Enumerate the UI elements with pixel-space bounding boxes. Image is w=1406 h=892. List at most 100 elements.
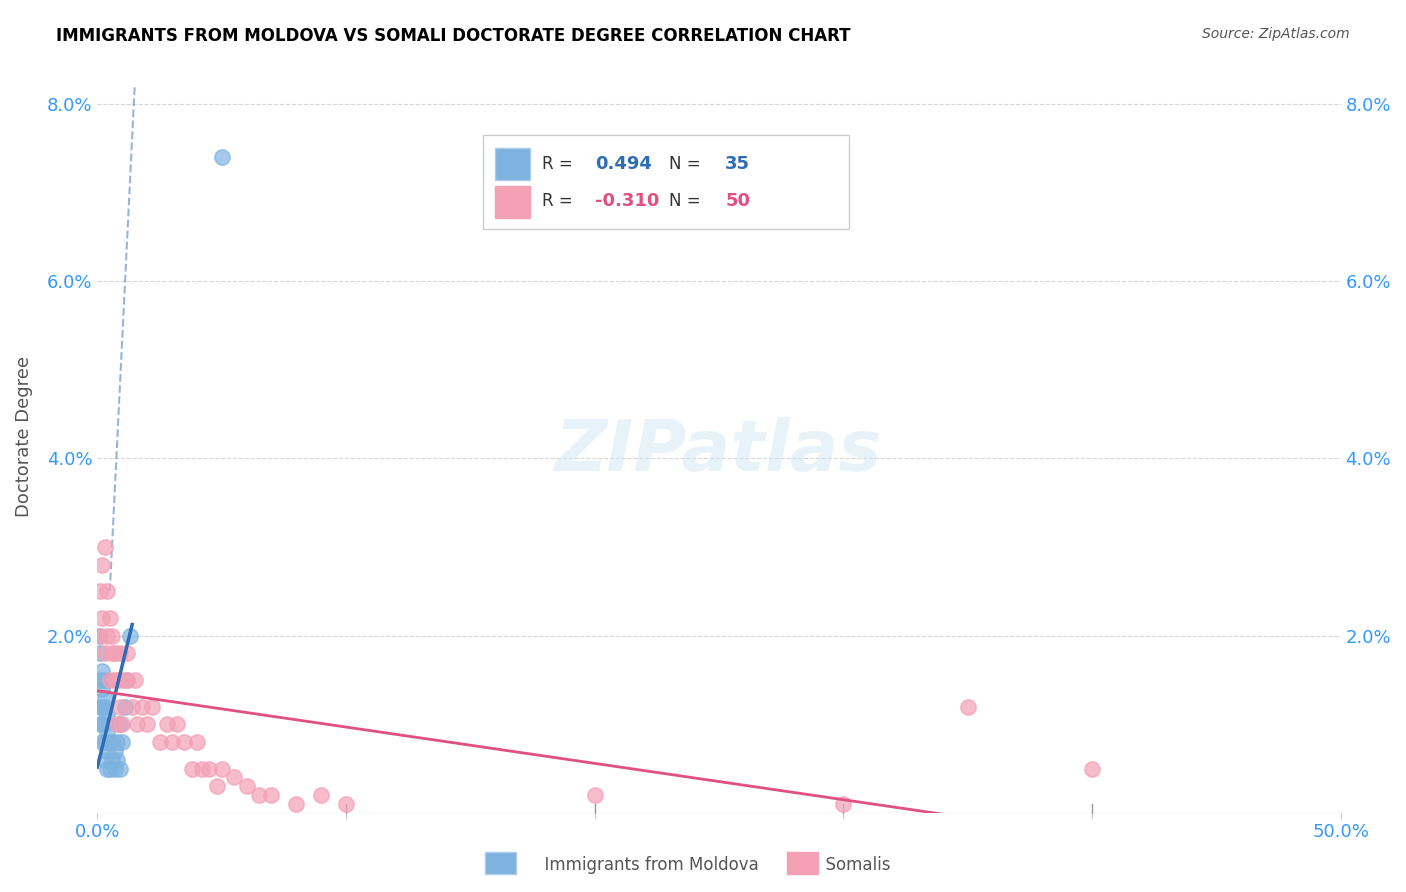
- Point: [91, 664, 114, 678]
- FancyBboxPatch shape: [495, 148, 530, 180]
- Point: [198, 762, 221, 776]
- Point: [101, 646, 124, 660]
- Text: 0.494: 0.494: [595, 154, 651, 172]
- Point: [186, 735, 208, 749]
- Point: [91, 681, 114, 696]
- Point: [98, 762, 121, 776]
- FancyBboxPatch shape: [485, 852, 516, 874]
- Point: [1081, 762, 1104, 776]
- Point: [105, 673, 128, 687]
- Point: [94, 753, 117, 767]
- Point: [127, 717, 149, 731]
- Y-axis label: Doctorate Degree: Doctorate Degree: [15, 356, 32, 516]
- Text: Source: ZipAtlas.com: Source: ZipAtlas.com: [1202, 27, 1350, 41]
- Point: [104, 744, 127, 758]
- Point: [583, 788, 606, 802]
- Point: [111, 717, 134, 731]
- Point: [211, 150, 233, 164]
- Point: [111, 673, 134, 687]
- Point: [96, 584, 118, 599]
- Point: [89, 584, 111, 599]
- Text: 35: 35: [725, 154, 751, 172]
- Point: [89, 646, 111, 660]
- Point: [104, 762, 127, 776]
- Point: [89, 673, 111, 687]
- Point: [105, 735, 128, 749]
- Point: [94, 673, 117, 687]
- Point: [96, 629, 118, 643]
- Point: [832, 797, 855, 811]
- Point: [94, 735, 117, 749]
- Point: [104, 673, 127, 687]
- Point: [260, 788, 283, 802]
- Point: [98, 611, 121, 625]
- Point: [94, 717, 117, 731]
- Point: [104, 646, 127, 660]
- Point: [247, 788, 270, 802]
- Text: -0.310: -0.310: [595, 192, 659, 211]
- Point: [101, 753, 124, 767]
- Point: [94, 690, 117, 705]
- Point: [101, 735, 124, 749]
- Point: [115, 673, 138, 687]
- Text: N =: N =: [669, 192, 700, 211]
- FancyBboxPatch shape: [495, 186, 530, 218]
- Point: [111, 735, 134, 749]
- Text: ZIPatlas: ZIPatlas: [555, 417, 883, 486]
- Point: [148, 735, 170, 749]
- Point: [309, 788, 332, 802]
- Point: [191, 762, 214, 776]
- Point: [180, 762, 202, 776]
- Point: [224, 771, 246, 785]
- Point: [108, 699, 131, 714]
- Point: [89, 629, 111, 643]
- Text: R =: R =: [543, 154, 574, 172]
- Point: [91, 735, 114, 749]
- Point: [94, 699, 117, 714]
- Point: [96, 726, 118, 740]
- Point: [89, 717, 111, 731]
- Point: [108, 646, 131, 660]
- Point: [96, 762, 118, 776]
- Point: [91, 558, 114, 572]
- Point: [211, 762, 233, 776]
- FancyBboxPatch shape: [787, 852, 818, 874]
- Point: [96, 744, 118, 758]
- Point: [105, 717, 128, 731]
- Point: [94, 646, 117, 660]
- Point: [118, 629, 141, 643]
- Point: [131, 699, 153, 714]
- Point: [91, 717, 114, 731]
- FancyBboxPatch shape: [482, 135, 849, 229]
- Text: 50: 50: [725, 192, 751, 211]
- Point: [91, 699, 114, 714]
- Point: [98, 735, 121, 749]
- Point: [108, 762, 131, 776]
- Text: Immigrants from Moldova: Immigrants from Moldova: [534, 855, 759, 873]
- Point: [124, 673, 146, 687]
- Point: [101, 629, 124, 643]
- Text: IMMIGRANTS FROM MOLDOVA VS SOMALI DOCTORATE DEGREE CORRELATION CHART: IMMIGRANTS FROM MOLDOVA VS SOMALI DOCTOR…: [56, 27, 851, 45]
- Point: [285, 797, 308, 811]
- Point: [89, 629, 111, 643]
- Point: [121, 699, 143, 714]
- Point: [156, 717, 179, 731]
- Point: [94, 540, 117, 554]
- Text: N =: N =: [669, 154, 700, 172]
- Point: [956, 699, 979, 714]
- Point: [173, 735, 195, 749]
- Point: [115, 673, 138, 687]
- Text: R =: R =: [543, 192, 574, 211]
- Point: [160, 735, 183, 749]
- Point: [114, 699, 136, 714]
- Point: [115, 646, 138, 660]
- Point: [91, 611, 114, 625]
- Point: [98, 673, 121, 687]
- Point: [105, 753, 128, 767]
- Point: [96, 708, 118, 723]
- Point: [335, 797, 357, 811]
- Point: [235, 780, 257, 794]
- Point: [141, 699, 163, 714]
- Point: [205, 780, 228, 794]
- Point: [108, 717, 131, 731]
